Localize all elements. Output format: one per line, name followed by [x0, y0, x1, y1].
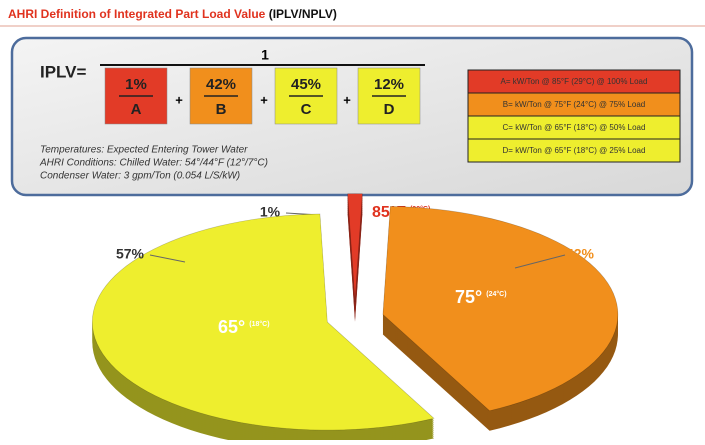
legend-text: B= kW/Ton @ 75°F (24°C) @ 75% Load	[503, 100, 645, 109]
legend-text: C= kW/Ton @ 65°F (18°C) @ 50% Load	[503, 123, 646, 132]
note: Temperatures: Expected Entering Tower Wa…	[40, 145, 248, 156]
term-weight: 45%	[291, 76, 321, 93]
numerator: 1	[261, 47, 269, 63]
slice	[382, 206, 619, 412]
title: AHRI Definition of Integrated Part Load …	[8, 7, 266, 21]
note: Condenser Water: 3 gpm/Ton (0.054 L/S/kW…	[40, 171, 240, 182]
notes: Temperatures: Expected Entering Tower Wa…	[39, 145, 268, 182]
slice	[347, 193, 363, 302]
term-letter: C	[301, 101, 312, 118]
leader-line	[514, 254, 566, 269]
plus: +	[260, 92, 268, 107]
slice-name: 75°	[455, 287, 482, 307]
value-label: 57%	[116, 246, 145, 262]
plus: +	[343, 92, 351, 107]
term-weight: 42%	[206, 76, 236, 93]
legend-text: A= kW/Ton @ 85°F (29°C) @ 100% Load	[501, 77, 648, 86]
slice	[91, 213, 435, 431]
subtitle: (IPLV/NPLV)	[269, 7, 337, 21]
term-weight: 1%	[125, 76, 147, 93]
term-letter: B	[216, 101, 227, 118]
slice-label: 65° (18°C)	[218, 317, 270, 337]
term-letter: D	[384, 101, 395, 118]
value-label: 1%	[260, 204, 281, 220]
formula-lhs: IPLV=	[40, 62, 87, 81]
slice-sublabel: (18°C)	[249, 320, 269, 328]
title-line: AHRI Definition of Integrated Part Load …	[8, 7, 337, 21]
slice-sublabel: (24°C)	[486, 290, 506, 298]
note: AHRI Conditions: Chilled Water: 54°/44°F…	[39, 158, 268, 169]
legend-text: D= kW/Ton @ 65°F (18°C) @ 25% Load	[503, 146, 646, 155]
term-weight: 12%	[374, 76, 404, 93]
legend-row	[467, 138, 681, 163]
leader-line	[149, 254, 186, 263]
value-label: 42%	[566, 246, 595, 262]
slice-name: 65°	[218, 317, 245, 337]
term-letter: A	[131, 101, 142, 118]
plus: +	[175, 92, 183, 107]
slice-label: 75° (24°C)	[455, 287, 507, 307]
